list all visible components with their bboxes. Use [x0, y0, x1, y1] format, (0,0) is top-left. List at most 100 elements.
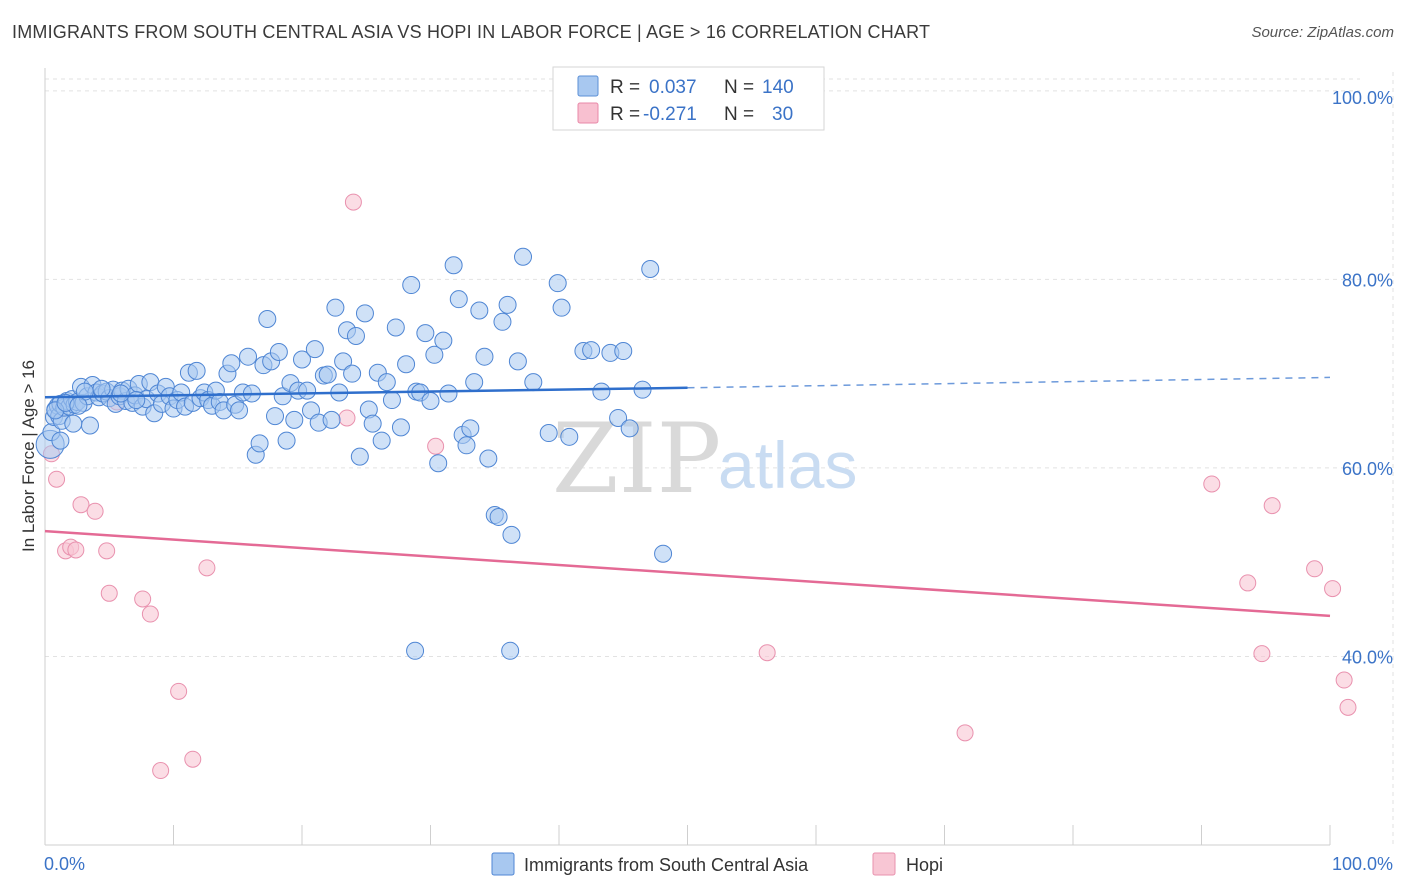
- hopi-point-21: [956, 724, 974, 742]
- south-central-asia-point-70: [277, 431, 296, 450]
- south-central-asia-point-80: [318, 365, 337, 384]
- south-central-asia-point-133: [609, 408, 628, 427]
- x-tick-label-end: 100.0%: [1332, 854, 1393, 874]
- south-central-asia-point-107: [439, 384, 458, 403]
- south-central-asia-point-58: [230, 401, 249, 420]
- south-central-asia-point-96: [386, 318, 405, 337]
- south-central-asia-point-102: [416, 324, 435, 343]
- south-central-asia-point-94: [377, 373, 396, 392]
- south-central-asia-point-139: [406, 641, 425, 660]
- hopi-point-6: [72, 496, 90, 514]
- south-central-asia-point-84: [334, 352, 353, 371]
- hopi-point-14: [170, 682, 188, 700]
- south-central-asia-point-47: [187, 361, 206, 380]
- series-legend: Immigrants from South Central Asia Hopi: [491, 852, 943, 876]
- y-axis-label: In Labor Force | Age > 16: [19, 360, 38, 552]
- trend-lines: [44, 376, 1331, 618]
- legend-n-label-pink: N =: [724, 104, 754, 125]
- south-central-asia-point-91: [363, 414, 382, 433]
- legend-swatch-pink: [577, 102, 599, 124]
- south-central-asia-point-130: [582, 341, 601, 360]
- watermark-zip: ZIP: [552, 403, 721, 515]
- series-legend-label-pink: Hopi: [906, 855, 943, 875]
- south-central-asia-point-137: [641, 260, 660, 279]
- south-central-asia-point-124: [524, 373, 543, 392]
- south-central-asia-point-93: [372, 431, 391, 450]
- hopi-point-8: [98, 542, 116, 560]
- hopi-point-12: [141, 605, 159, 623]
- source-label: Source: ZipAtlas.com: [1251, 24, 1394, 41]
- legend-r-value-pink: -0.271: [643, 104, 697, 125]
- south-central-asia-point-147: [92, 379, 111, 398]
- south-central-asia-point-17: [80, 416, 99, 435]
- south-central-asia-point-68: [269, 342, 288, 361]
- south-central-asia-point-141: [51, 431, 70, 450]
- hopi-point-5: [67, 541, 85, 559]
- south-central-asia-point-82: [326, 298, 345, 317]
- south-central-asia-point-77: [305, 340, 324, 359]
- watermark: ZIP atlas: [552, 403, 857, 515]
- south-central-asia-point-116: [479, 449, 498, 468]
- south-central-asia-point-99: [402, 276, 421, 295]
- south-central-asia-point-131: [592, 382, 611, 401]
- south-central-asia-point-81: [322, 410, 341, 429]
- hopi-point-1: [48, 470, 66, 488]
- watermark-atlas: atlas: [718, 428, 857, 502]
- hopi-point-17: [338, 409, 356, 427]
- legend-n-label-blue: N =: [724, 77, 754, 98]
- south-central-asia-point-123: [514, 247, 533, 266]
- legend-r-label-blue: R =: [610, 77, 640, 98]
- south-central-asia-point-114: [470, 301, 489, 320]
- south-central-asia-point-72: [285, 410, 304, 429]
- south-central-asia-point-121: [502, 525, 521, 544]
- south-central-asia-trend-extension: [687, 376, 1331, 389]
- hopi-point-23: [1239, 574, 1257, 592]
- hopi-point-24: [1253, 645, 1271, 663]
- south-central-asia-point-140: [501, 641, 520, 660]
- south-central-asia-point-122: [508, 352, 527, 371]
- south-central-asia-point-120: [498, 295, 517, 314]
- legend-swatch-blue: [577, 75, 599, 97]
- south-central-asia-point-89: [355, 304, 374, 323]
- south-central-asia-trend-line: [44, 386, 688, 399]
- chart-title: IMMIGRANTS FROM SOUTH CENTRAL ASIA VS HO…: [12, 22, 931, 42]
- hopi-trend-line: [44, 529, 1331, 618]
- south-central-asia-point-105: [429, 454, 448, 473]
- south-central-asia-point-63: [250, 434, 269, 453]
- hopi-point-15: [184, 750, 202, 768]
- south-central-asia-point-67: [266, 407, 285, 426]
- south-central-asia-point-112: [461, 419, 480, 438]
- y-tick-label-2: 80.0%: [1342, 270, 1393, 290]
- x-tick-labels: 0.0% 100.0%: [44, 854, 1393, 874]
- south-central-asia-point-149: [127, 391, 146, 410]
- hopi-point-28: [1335, 671, 1353, 689]
- series-legend-label-blue: Immigrants from South Central Asia: [524, 855, 809, 875]
- south-central-asia-point-60: [239, 347, 258, 366]
- hopi-point-11: [134, 590, 152, 608]
- south-central-asia-point-125: [539, 424, 558, 443]
- south-central-asia-point-95: [382, 391, 401, 410]
- south-central-asia-point-134: [614, 342, 633, 361]
- south-central-asia-point-98: [397, 355, 416, 374]
- hopi-point-19: [427, 437, 445, 455]
- hopi-point-16: [198, 559, 216, 577]
- hopi-point-9: [100, 584, 118, 602]
- hopi-point-7: [86, 502, 104, 520]
- legend-n-value-blue: 140: [762, 77, 794, 98]
- legend-n-value-pink: 30: [772, 104, 793, 125]
- south-central-asia-point-128: [560, 427, 579, 446]
- south-central-asia-point-56: [222, 354, 241, 373]
- south-central-asia-point-126: [548, 274, 567, 293]
- south-central-asia-point-148: [111, 384, 130, 403]
- south-central-asia-point-86: [343, 364, 362, 383]
- hopi-point-27: [1324, 580, 1342, 598]
- south-central-asia-point-109: [449, 290, 468, 309]
- south-central-asia-point-142: [64, 414, 83, 433]
- south-central-asia-point-138: [654, 544, 673, 563]
- series-legend-swatch-blue: [491, 852, 515, 876]
- south-central-asia-point-104: [425, 345, 444, 364]
- stats-legend: R = 0.037 N = 140 R = -0.271 N = 30: [552, 66, 825, 131]
- south-central-asia-point-108: [444, 256, 463, 275]
- south-central-asia-point-119: [493, 312, 512, 331]
